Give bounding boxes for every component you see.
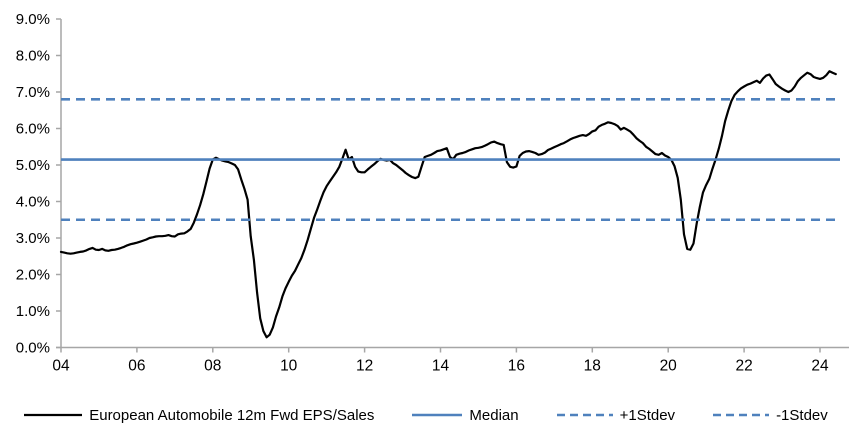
legend: European Automobile 12m Fwd EPS/Sales Me… <box>0 399 852 431</box>
y-axis-label: 7.0% <box>16 84 50 101</box>
y-axis-label: 4.0% <box>16 194 50 211</box>
plus1stdev-line-swatch <box>556 413 613 417</box>
legend-label-plus1stdev: +1Stdev <box>619 406 676 424</box>
y-axis-label: 2.0% <box>16 267 50 284</box>
x-axis-label: 24 <box>811 358 829 375</box>
y-axis-label: 5.0% <box>16 157 50 174</box>
y-axis-label: 3.0% <box>16 230 50 247</box>
x-axis-label: 14 <box>432 358 450 375</box>
y-axis-label: 1.0% <box>16 303 50 320</box>
legend-label-series: European Automobile 12m Fwd EPS/Sales <box>89 406 375 424</box>
series-line-swatch <box>24 413 83 417</box>
median-line-swatch <box>412 413 463 417</box>
x-axis-label: 16 <box>508 358 525 375</box>
legend-item-minus1stdev: -1Stdev <box>713 408 828 423</box>
x-axis-label: 12 <box>356 358 373 375</box>
series-line <box>59 70 837 339</box>
minus1stdev-line-swatch <box>713 413 770 417</box>
legend-item-series: European Automobile 12m Fwd EPS/Sales <box>24 408 374 423</box>
legend-label-minus1stdev: -1Stdev <box>776 406 828 424</box>
y-axis-label: 0.0% <box>16 340 50 357</box>
x-axis-label: 22 <box>735 358 752 375</box>
x-axis-label: 06 <box>128 358 145 375</box>
x-axis-label: 04 <box>52 358 70 375</box>
legend-label-median: Median <box>469 406 519 424</box>
y-axis-label: 9.0% <box>16 11 50 28</box>
x-axis-label: 18 <box>584 358 601 375</box>
legend-item-plus1stdev: +1Stdev <box>556 406 676 424</box>
eps-sales-chart: 0.0% 1.0% 2.0% 3.0% 4.0% 5.0% 6.0% 7.0% 8.0% 9.0%… <box>16 11 849 375</box>
y-axis-label: 6.0% <box>16 121 50 138</box>
x-axis-label: 08 <box>204 358 221 375</box>
x-axis-label: 10 <box>280 358 298 375</box>
y-axis-label: 8.0% <box>16 48 50 65</box>
x-axis-label: 20 <box>660 358 678 375</box>
legend-item-median: Median <box>412 406 519 424</box>
